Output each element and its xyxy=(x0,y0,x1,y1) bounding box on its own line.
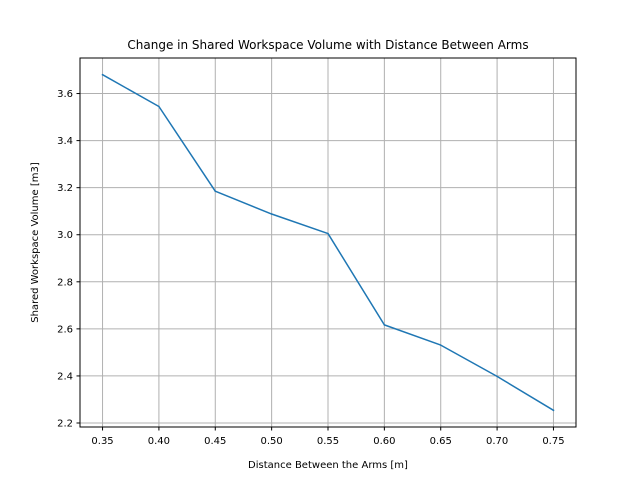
data-point xyxy=(496,375,498,378)
ticks: 0.35 0.40 0.45 0.50 0.55 0.60 0.65 0.70 0.75 2.2 2… xyxy=(57,89,564,447)
y-tick-label: 3.2 xyxy=(57,183,73,194)
x-tick-label: 0.35 xyxy=(91,436,113,447)
y-tick-label: 2.2 xyxy=(57,418,73,429)
y-axis-label: Shared Workspace Volume [m3] xyxy=(30,162,41,323)
x-tick-label: 0.70 xyxy=(486,436,508,447)
y-tick-label: 3.0 xyxy=(57,230,73,241)
y-tick-label: 3.4 xyxy=(57,136,73,147)
data-point xyxy=(383,324,386,326)
y-tick-label: 2.8 xyxy=(57,277,73,288)
chart-title: Change in Shared Workspace Volume with D… xyxy=(127,38,528,52)
x-tick-label: 0.55 xyxy=(317,436,339,447)
series xyxy=(101,73,555,412)
data-point xyxy=(552,409,555,412)
data-point xyxy=(327,232,329,235)
x-tick-label: 0.65 xyxy=(430,436,452,447)
x-tick-label: 0.75 xyxy=(542,436,564,447)
data-point xyxy=(439,344,442,346)
x-tick-label: 0.50 xyxy=(261,436,283,447)
x-tick-label: 0.45 xyxy=(204,436,226,447)
y-tick-label: 2.4 xyxy=(57,371,73,382)
grid xyxy=(80,58,576,427)
x-tick-label: 0.60 xyxy=(373,436,395,447)
x-tick-label: 0.40 xyxy=(148,436,170,447)
y-tick-label: 2.6 xyxy=(57,324,73,335)
data-point xyxy=(270,213,273,215)
data-point xyxy=(101,73,104,76)
x-axis-label: Distance Between the Arms [m] xyxy=(248,460,408,471)
plot-frame xyxy=(79,57,577,428)
data-point xyxy=(214,190,217,192)
data-point xyxy=(158,105,160,108)
y-tick-label: 3.6 xyxy=(57,89,73,100)
